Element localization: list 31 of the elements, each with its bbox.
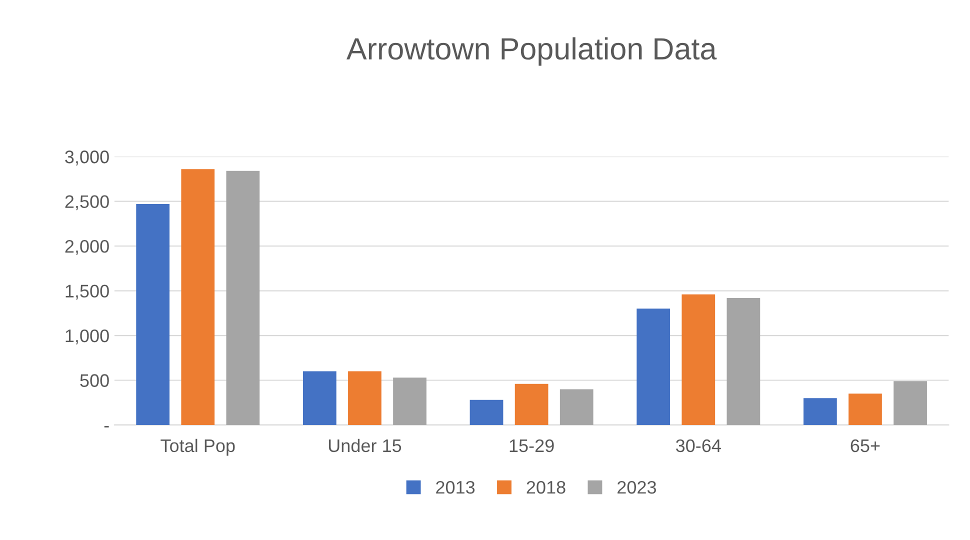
y-tick-label: 1,500: [66, 284, 109, 300]
x-tick-label: Total Pop: [160, 438, 235, 456]
legend-label: 2013: [436, 480, 475, 494]
x-tick-label: 15-29: [510, 439, 554, 452]
bar: [514, 384, 548, 425]
y-tick-label: -: [104, 426, 109, 428]
bar: [226, 170, 260, 425]
x-tick-label: 30-64: [676, 439, 721, 452]
bar: [348, 371, 382, 425]
y-tick-label: 3,000: [65, 150, 109, 166]
bar: [393, 378, 426, 425]
bar: [726, 298, 760, 425]
bar: [682, 294, 716, 425]
legend-label: 2023: [618, 480, 656, 494]
legend-label: 2018: [526, 480, 566, 494]
x-tick-label: 65+: [850, 439, 880, 452]
bar: [302, 371, 336, 425]
y-tick-label: 2,000: [65, 240, 109, 255]
bar: [636, 308, 670, 425]
bar: [470, 400, 504, 425]
bar: [848, 394, 882, 425]
chart-title: Arrowtown Population Data: [346, 37, 717, 66]
bar: [894, 381, 927, 425]
bar: [181, 169, 215, 425]
bar: [560, 389, 594, 425]
bar: [804, 398, 837, 425]
y-tick-label: 1,000: [66, 329, 109, 344]
y-tick-label: 500: [80, 374, 109, 387]
x-tick-label: Under 15: [328, 438, 402, 452]
bar: [136, 204, 170, 425]
y-tick-label: 2,500: [65, 195, 109, 210]
